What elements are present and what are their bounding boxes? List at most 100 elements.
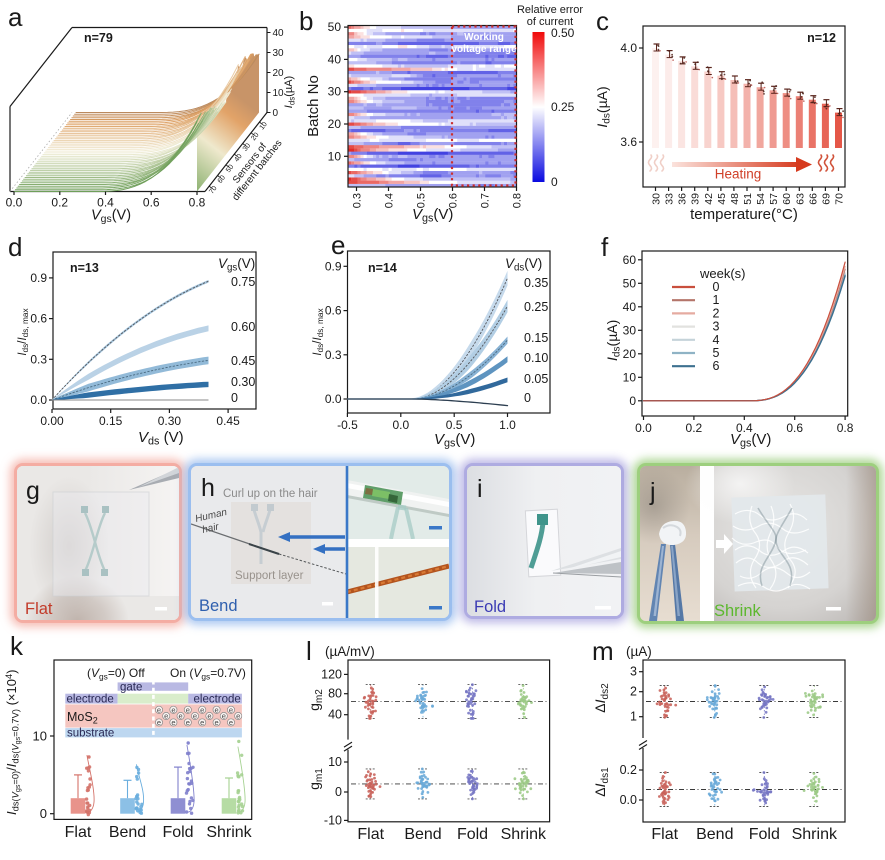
- svg-text:Ids/Ids, max: Ids/Ids, max: [17, 307, 30, 355]
- svg-text:1: 1: [713, 293, 720, 307]
- svg-text:20: 20: [273, 68, 285, 79]
- svg-text:n=79: n=79: [84, 31, 113, 45]
- svg-text:Ids(µA): Ids(µA): [604, 320, 623, 361]
- svg-text:e: e: [222, 712, 226, 721]
- svg-text:0.50: 0.50: [551, 26, 575, 40]
- svg-text:0.45: 0.45: [216, 414, 240, 428]
- svg-text:0: 0: [629, 394, 636, 408]
- svg-text:0.6: 0.6: [143, 196, 160, 210]
- svg-text:0.30: 0.30: [158, 414, 182, 428]
- svg-text:0: 0: [231, 391, 238, 405]
- svg-text:0.15: 0.15: [524, 331, 548, 345]
- svg-text:Curl up on the hair: Curl up on the hair: [223, 488, 318, 500]
- svg-text:Fold: Fold: [457, 826, 488, 843]
- svg-text:e: e: [186, 718, 190, 727]
- svg-text:30: 30: [273, 48, 285, 59]
- svg-text:0.2: 0.2: [686, 421, 703, 435]
- svg-text:42: 42: [703, 193, 715, 205]
- svg-text:0.5: 0.5: [446, 418, 463, 432]
- svg-text:e: e: [331, 230, 345, 260]
- svg-text:Working: Working: [464, 32, 504, 43]
- svg-text:70: 70: [208, 185, 218, 196]
- svg-text:10: 10: [33, 729, 47, 744]
- svg-text:70: 70: [833, 193, 845, 205]
- svg-text:0.2: 0.2: [51, 196, 68, 210]
- svg-text:30: 30: [651, 193, 663, 205]
- svg-text:69: 69: [820, 193, 832, 205]
- svg-text:0.30: 0.30: [231, 375, 255, 389]
- svg-text:e: e: [193, 712, 197, 721]
- svg-text:3.6: 3.6: [620, 135, 637, 149]
- svg-text:e: e: [157, 718, 161, 727]
- svg-text:66: 66: [807, 193, 819, 205]
- svg-text:Vgs(V): Vgs(V): [730, 431, 771, 450]
- svg-text:n=13: n=13: [70, 261, 99, 275]
- svg-text:Shrink: Shrink: [714, 602, 762, 620]
- svg-text:0.25: 0.25: [524, 300, 548, 314]
- svg-text:e: e: [207, 712, 211, 721]
- svg-text:0.0: 0.0: [30, 393, 47, 407]
- svg-text:0.0: 0.0: [620, 793, 637, 807]
- svg-text:e: e: [215, 706, 219, 715]
- svg-text:54: 54: [755, 193, 767, 205]
- svg-text:Flat: Flat: [25, 600, 53, 618]
- svg-text:temperature(°C): temperature(°C): [690, 206, 798, 223]
- svg-text:0.25: 0.25: [551, 100, 575, 114]
- svg-text:0.45: 0.45: [231, 354, 255, 368]
- svg-text:0.8: 0.8: [189, 196, 206, 210]
- svg-text:Vgs(V): Vgs(V): [412, 206, 453, 225]
- svg-text:40: 40: [623, 300, 637, 314]
- svg-text:0.6: 0.6: [448, 193, 460, 208]
- svg-text:e: e: [200, 718, 204, 727]
- svg-text:0: 0: [524, 391, 531, 405]
- svg-text:3: 3: [713, 320, 720, 334]
- svg-text:Bend: Bend: [404, 826, 441, 843]
- svg-text:Shrink: Shrink: [792, 826, 838, 843]
- svg-text:k: k: [10, 631, 24, 661]
- svg-text:40: 40: [328, 708, 342, 722]
- svg-text:0.4: 0.4: [736, 421, 753, 435]
- svg-text:0.6: 0.6: [325, 304, 342, 318]
- svg-text:4.0: 4.0: [620, 41, 637, 55]
- svg-text:0.00: 0.00: [40, 414, 64, 428]
- svg-text:Flat: Flat: [65, 824, 92, 841]
- svg-text:e: e: [229, 706, 233, 715]
- svg-text:0.9: 0.9: [325, 259, 342, 273]
- svg-text:Ids(µA): Ids(µA): [594, 86, 613, 127]
- svg-text:Flat: Flat: [357, 826, 384, 843]
- svg-text:0.3: 0.3: [30, 352, 47, 366]
- svg-text:-10: -10: [324, 813, 342, 827]
- svg-text:0.0: 0.0: [6, 196, 23, 210]
- svg-text:0.6: 0.6: [786, 421, 803, 435]
- svg-text:Fold: Fold: [749, 826, 780, 843]
- svg-text:33: 33: [664, 193, 676, 205]
- svg-text:60: 60: [217, 174, 227, 185]
- svg-text:30: 30: [623, 323, 637, 337]
- svg-text:voltage range: voltage range: [451, 44, 516, 55]
- svg-text:c: c: [596, 6, 609, 36]
- svg-text:e: e: [157, 706, 161, 715]
- svg-text:40: 40: [328, 52, 342, 66]
- svg-text:Ids(µA): Ids(µA): [283, 76, 297, 108]
- svg-text:0.5: 0.5: [416, 193, 428, 208]
- svg-text:Vgs(V): Vgs(V): [91, 208, 131, 226]
- svg-text:e: e: [171, 706, 175, 715]
- svg-text:On (Vgs=0.7V): On (Vgs=0.7V): [170, 666, 246, 682]
- svg-text:(µA/mV): (µA/mV): [325, 644, 375, 659]
- svg-text:ΔIds2: ΔIds2: [592, 683, 611, 713]
- svg-text:10: 10: [273, 88, 285, 99]
- svg-text:0.05: 0.05: [524, 372, 548, 386]
- svg-text:0: 0: [713, 280, 720, 294]
- svg-text:5: 5: [713, 346, 720, 360]
- svg-text:1.0: 1.0: [499, 418, 516, 432]
- svg-text:20: 20: [328, 117, 342, 131]
- svg-text:Heating: Heating: [715, 167, 762, 182]
- svg-text:30: 30: [328, 85, 342, 99]
- svg-text:(µA): (µA): [626, 644, 652, 659]
- svg-text:i: i: [477, 475, 483, 503]
- svg-text:gm2: gm2: [306, 689, 325, 711]
- svg-text:2: 2: [713, 306, 720, 320]
- svg-text:n=14: n=14: [368, 261, 397, 275]
- svg-text:b: b: [299, 6, 313, 36]
- svg-text:e: e: [200, 706, 204, 715]
